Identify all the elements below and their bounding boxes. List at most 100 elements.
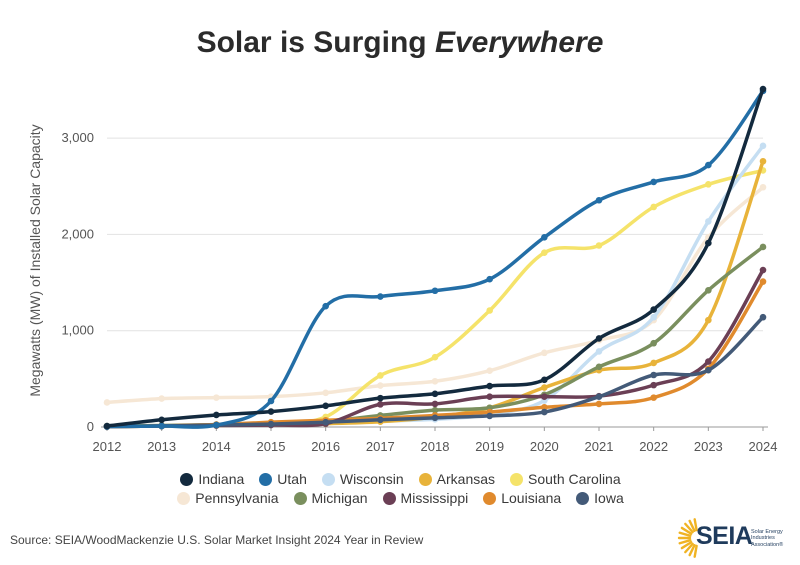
legend-swatch [418,472,432,486]
data-point-iowa [267,420,275,428]
data-point-pennsylvania [322,389,329,397]
data-point-pennsylvania [759,183,767,191]
legend-swatch [177,491,191,505]
legend-label: Michigan [311,490,368,506]
legend-swatch [483,491,497,505]
data-point-arkansas [541,384,548,391]
x-tick-label: 2019 [475,439,504,454]
seia-logo: SEIA Solar Energy Industries Association… [676,516,794,560]
data-point-indiana [705,239,712,247]
data-point-wisconsin [759,142,767,150]
x-tick-label: 2015 [257,439,286,454]
legend-swatch [293,491,307,505]
x-tick-label: 2020 [530,439,559,454]
data-point-utah [595,196,603,204]
legend-label: Louisiana [501,490,562,506]
x-tick-label: 2024 [749,439,778,454]
legend-row: Pennsylvania Michigan Mississippi Louisiana… [0,490,800,506]
legend-item-south-carolina: South Carolina [510,471,621,487]
data-point-utah [158,422,165,430]
data-point-indiana [759,85,767,93]
data-point-iowa [595,393,603,400]
data-point-south-carolina [486,307,493,314]
data-point-pennsylvania [103,399,111,406]
data-point-louisiana [595,400,603,408]
data-point-iowa [705,366,712,374]
data-point-pennsylvania [377,382,384,389]
sun-ray [684,522,694,534]
data-point-south-carolina [377,372,384,379]
legend-swatch [510,472,524,486]
x-tick-label: 2023 [694,439,723,454]
chart-title-main: Solar is Surging [196,26,435,59]
data-point-south-carolina [431,353,439,361]
data-point-iowa [486,412,493,420]
data-point-michigan [431,406,439,414]
data-point-mississippi [650,381,657,389]
data-point-wisconsin [705,218,712,225]
legend-item-arkansas: Arkansas [418,471,496,487]
legend-item-wisconsin: Wisconsin [321,471,404,487]
sun-ray [678,539,692,545]
data-point-utah [541,234,548,241]
legend-item-mississippi: Mississippi [382,490,468,506]
series-lines [103,85,767,430]
data-point-iowa [377,416,384,424]
legend-label: Indiana [198,471,245,487]
sun-ray [684,542,694,554]
data-point-utah [650,178,657,186]
x-tick-label: 2018 [421,439,450,454]
gridlines [107,137,763,332]
data-point-utah [486,275,493,283]
legend-item-louisiana: Louisiana [483,490,561,506]
legend-swatch [259,472,273,486]
y-tick-label: 2,000 [61,226,94,241]
data-point-indiana [431,390,439,398]
data-point-indiana [541,376,548,384]
legend-label: Arkansas [436,471,496,487]
data-point-louisiana [541,403,548,411]
x-tick-label: 2013 [147,439,176,454]
data-point-utah [377,293,384,300]
data-point-utah [267,397,275,405]
legend-item-pennsylvania: Pennsylvania [177,490,279,506]
data-point-pennsylvania [431,377,439,385]
logo-wordmark: SEIA [696,522,753,550]
data-point-indiana [377,394,384,402]
data-point-south-carolina [650,203,657,211]
data-point-utah [322,302,329,310]
y-tick-label: 0 [87,419,94,434]
legend-label: Utah [277,471,307,487]
data-point-iowa [650,371,657,379]
sun-ray [680,526,693,535]
axes: 0 1,000 2,000 3,000 2012 2013 2014 2015 2016 2017… [27,124,777,454]
source-note: Source: SEIA/WoodMackenzie U.S. Solar Ma… [10,533,424,547]
series-line-utah [105,89,765,429]
data-point-mississippi [541,393,548,400]
y-tick-label: 1,000 [61,323,94,338]
data-point-indiana [158,416,165,424]
data-point-arkansas [705,316,712,324]
chart-title: Solar is Surging Everywhere [0,26,800,60]
legend-item-michigan: Michigan [293,490,368,506]
data-point-iowa [322,418,329,426]
legend-label: Iowa [594,490,624,506]
legend-swatch [180,472,194,486]
data-point-south-carolina [541,249,548,257]
data-point-south-carolina [595,242,603,249]
legend-label: South Carolina [528,471,621,487]
chart-title-emphasis: Everywhere [434,26,604,59]
data-point-indiana [322,402,329,410]
data-point-pennsylvania [213,394,220,401]
y-axis-title: Megawatts (MW) of Installed Solar Capaci… [27,124,43,396]
data-point-indiana [213,411,220,419]
x-tick-label: 2014 [202,439,231,454]
legend-item-iowa: Iowa [576,490,624,506]
data-point-indiana [595,335,603,342]
data-point-michigan [650,339,657,347]
sun-ray [693,518,698,532]
logo-tagline: Solar Energy Industries Association® [751,529,784,548]
data-point-mississippi [431,400,439,408]
series-line-indiana [105,87,765,428]
series-wisconsin [103,142,767,430]
